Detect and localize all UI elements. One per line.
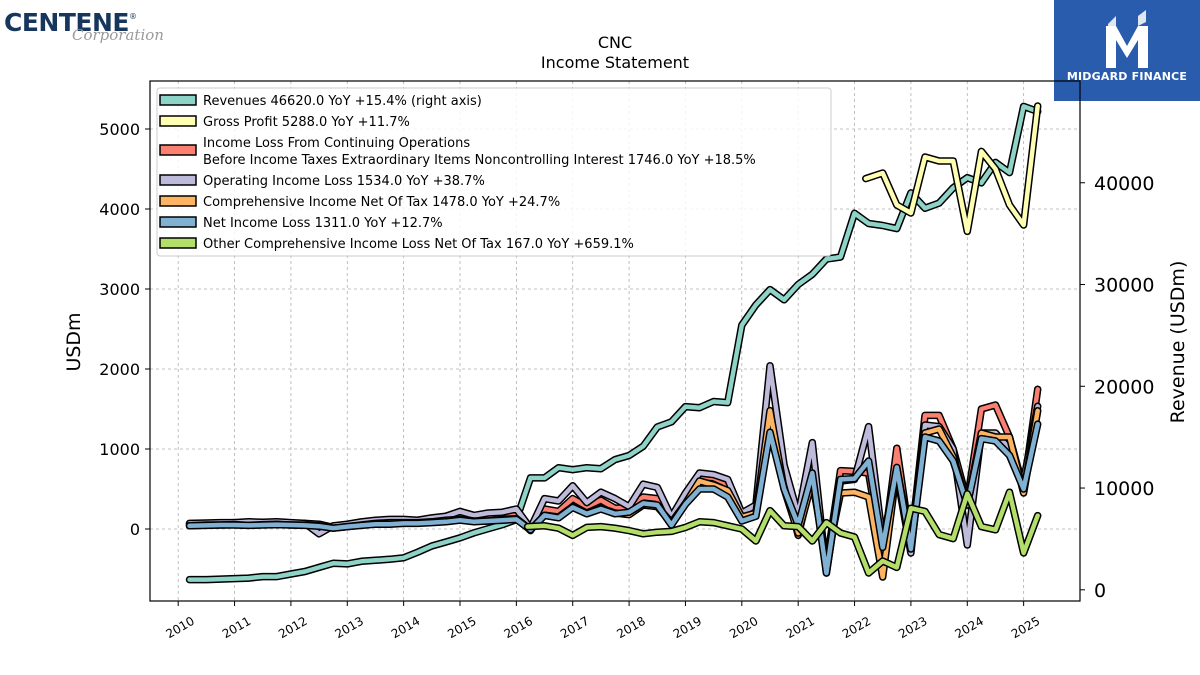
y-tick-label: 5000 [99, 120, 140, 139]
centene-logo: CENTENE® Corporation [4, 2, 164, 44]
series-line [187, 104, 1040, 582]
x-tick-label: 2023 [896, 614, 929, 641]
legend-label: Income Loss From Continuing Operations [203, 136, 470, 151]
legend-label: Revenues 46620.0 YoY +15.4% (right axis) [203, 94, 482, 109]
series-2 [862, 102, 1042, 236]
y-tick-label: 2000 [99, 360, 140, 379]
x-tick-label: 2014 [389, 614, 422, 641]
legend-swatch [159, 115, 197, 127]
y-right-tick-label: 40000 [1094, 173, 1154, 195]
series-6 [185, 420, 1042, 577]
y-tick-label: 0 [130, 520, 140, 539]
x-tick-label: 2024 [953, 614, 986, 641]
x-tick-label: 2010 [163, 614, 196, 641]
x-tick-label: 2018 [614, 614, 647, 641]
series-line [525, 489, 1040, 576]
x-tick-label: 2017 [558, 614, 591, 641]
legend: Revenues 46620.0 YoY +15.4% (right axis)… [156, 87, 832, 257]
legend-label: Other Comprehensive Income Loss Net Of T… [203, 237, 634, 252]
x-tick-label: 2015 [445, 614, 478, 641]
x-tick-label: 2013 [333, 614, 366, 641]
brand-sub: Corporation [72, 26, 164, 44]
midgard-finance-badge: MIDGARD FINANCE [1054, 0, 1200, 101]
series-line [863, 103, 1040, 234]
y-right-tick-label: 20000 [1094, 376, 1154, 398]
x-tick-label: 2025 [1009, 614, 1042, 641]
x-tick-label: 2021 [783, 614, 816, 641]
legend-box [156, 87, 832, 257]
midgard-logo-icon [1106, 10, 1148, 68]
x-tick-label: 2020 [727, 614, 760, 641]
legend-label: Comprehensive Income Net Of Tax 1478.0 Y… [203, 195, 560, 210]
legend-swatch [159, 195, 197, 207]
y-axis-label: USDm [63, 312, 85, 371]
x-tick-label: 2016 [502, 614, 535, 641]
chart-title: CNC [598, 33, 632, 52]
legend-swatch [159, 237, 197, 249]
chart-subtitle: Income Statement [541, 53, 689, 72]
badge-label: MIDGARD FINANCE [1066, 70, 1188, 83]
y-right-tick-label: 0 [1094, 580, 1106, 602]
x-tick-label: 2019 [671, 614, 704, 641]
legend-swatch [159, 174, 197, 186]
y-right-tick-label: 30000 [1094, 275, 1154, 297]
brand-name: CENTENE® [4, 8, 137, 37]
plot-frame [149, 80, 1081, 602]
legend-label: Before Income Taxes Extraordinary Items … [203, 153, 756, 168]
legend-label: Gross Profit 5288.0 YoY +11.7% [203, 115, 410, 130]
y-right-tick-label: 10000 [1094, 478, 1154, 500]
series-layer [185, 102, 1042, 584]
series-line [187, 421, 1040, 576]
series-1 [185, 102, 1042, 584]
legend-label: Operating Income Loss 1534.0 YoY +38.7% [203, 174, 485, 189]
x-tick-label: 2022 [840, 614, 873, 641]
legend-swatch [159, 144, 197, 156]
x-tick-label: 2011 [220, 614, 253, 641]
y-tick-label: 3000 [99, 280, 140, 299]
series-7 [523, 488, 1042, 577]
x-tick-label: 2012 [276, 614, 309, 641]
y-tick-label: 4000 [99, 200, 140, 219]
legend-swatch [159, 216, 197, 228]
legend-label: Net Income Loss 1311.0 YoY +12.7% [203, 216, 443, 231]
y-tick-label: 1000 [99, 440, 140, 459]
y-axis-label-right: Revenue (USDm) [1167, 261, 1189, 424]
legend-swatch [159, 94, 197, 106]
